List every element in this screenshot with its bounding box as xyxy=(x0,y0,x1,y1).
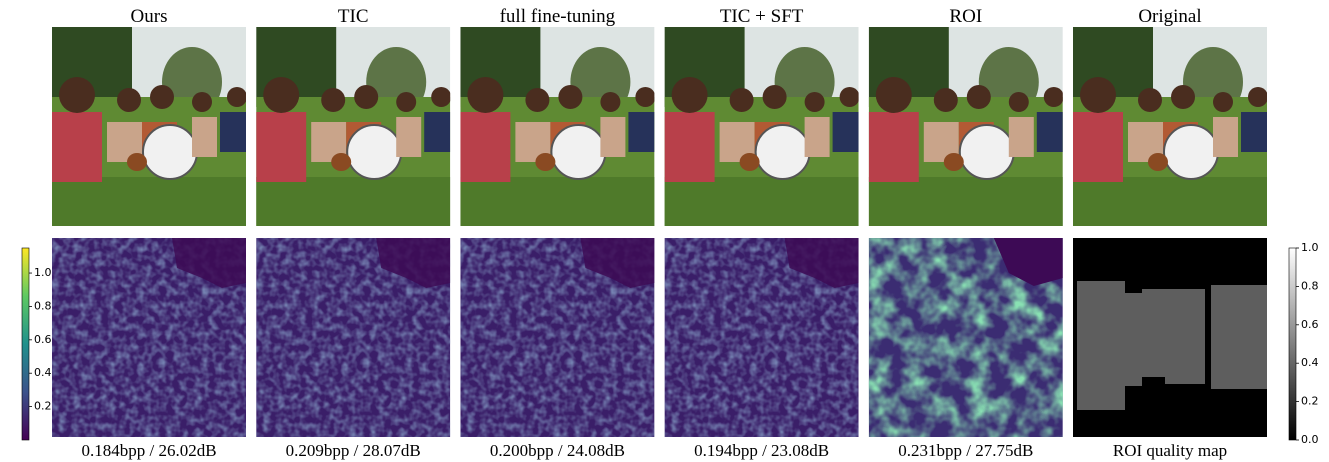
photo xyxy=(665,27,860,226)
heatmap xyxy=(1073,238,1267,437)
column-title: ROI xyxy=(949,6,982,27)
caption: 0.184bpp / 26.02dB xyxy=(81,441,216,460)
column-title: Original xyxy=(1138,6,1201,27)
tick-label: 0.2 xyxy=(34,400,52,413)
figure: Ours 0.184bpp / 26.02dB TIC 0.209bpp / 28.0… xyxy=(0,0,1329,462)
photo xyxy=(869,27,1064,226)
tick-label: 1.0 xyxy=(34,266,52,279)
heatmap xyxy=(665,238,859,437)
tick-label: 0.0 xyxy=(1301,433,1319,446)
column-title: Ours xyxy=(131,6,168,27)
colorbar xyxy=(1289,248,1296,440)
photo xyxy=(256,27,451,226)
tick-label: 1.0 xyxy=(1301,241,1319,254)
column-title: TIC xyxy=(338,6,369,27)
heatmap xyxy=(52,238,246,437)
caption: 0.209bpp / 28.07dB xyxy=(286,441,421,460)
heatmap xyxy=(869,238,1063,437)
photo xyxy=(52,27,247,226)
tick-label: 0.6 xyxy=(34,333,52,346)
caption: 0.200bpp / 24.08dB xyxy=(490,441,625,460)
tick-label: 0.8 xyxy=(1301,279,1319,292)
colorbar xyxy=(22,248,29,440)
heatmap xyxy=(256,238,450,437)
column-title: full fine-tuning xyxy=(500,6,616,27)
caption: ROI quality map xyxy=(1113,441,1227,460)
heatmap xyxy=(460,238,654,437)
caption: 0.231bpp / 27.75dB xyxy=(898,441,1033,460)
tick-label: 0.2 xyxy=(1301,395,1319,408)
photo xyxy=(460,27,655,226)
tick-label: 0.6 xyxy=(1301,318,1319,331)
tick-label: 0.8 xyxy=(34,299,52,312)
column-title: TIC + SFT xyxy=(720,6,804,27)
tick-label: 0.4 xyxy=(34,366,52,379)
columns: Ours 0.184bpp / 26.02dB TIC 0.209bpp / 28.0… xyxy=(52,6,1268,460)
photo xyxy=(1073,27,1268,226)
tick-label: 0.4 xyxy=(1301,356,1319,369)
caption: 0.194bpp / 23.08dB xyxy=(694,441,829,460)
